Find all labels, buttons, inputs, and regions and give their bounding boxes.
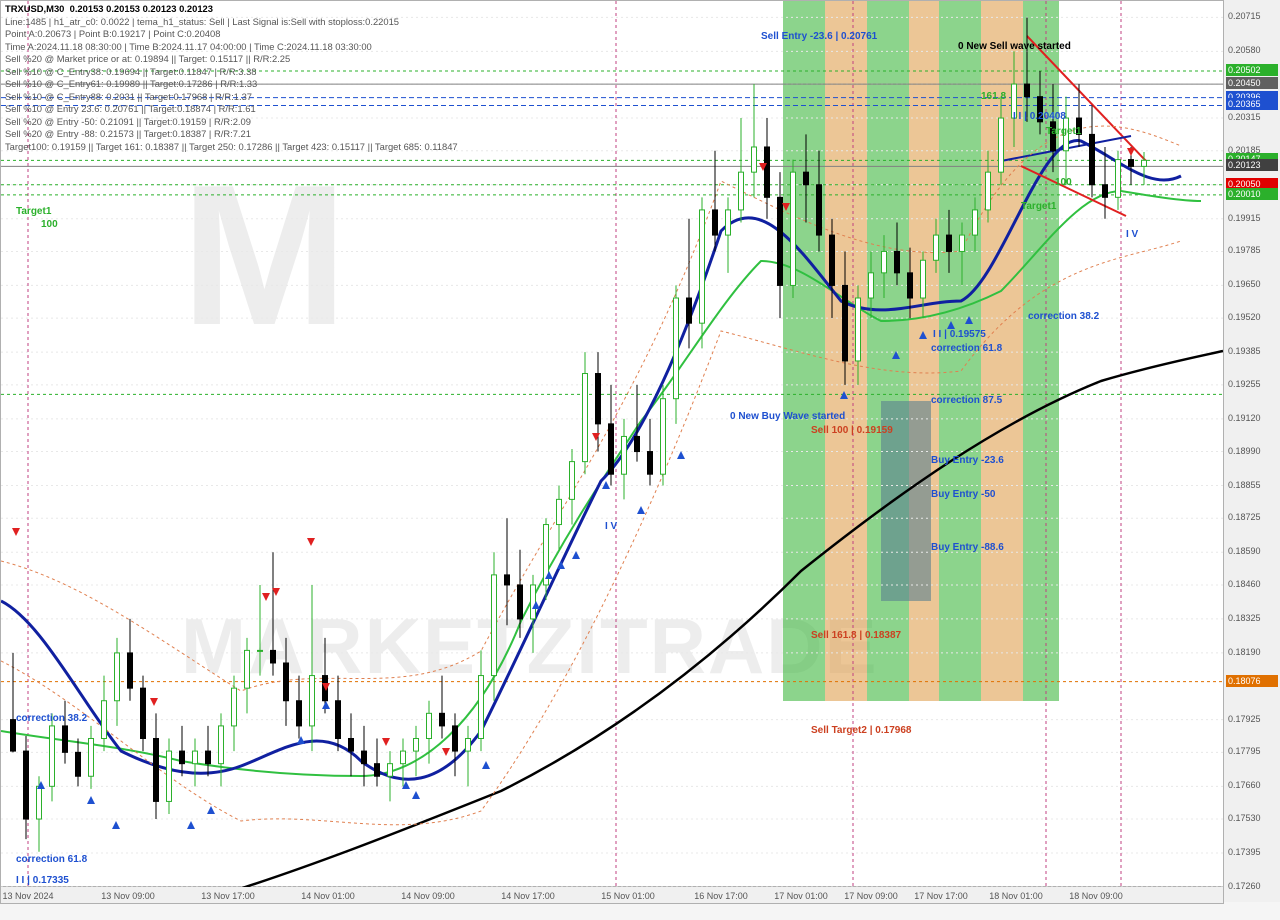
y-tick: 0.17395 — [1228, 847, 1261, 857]
chart-label: Buy Entry -88.6 — [931, 542, 1004, 553]
x-axis: 13 Nov 2024 13 Nov 09:00 13 Nov 17:00 14 No… — [1, 886, 1223, 903]
info-line: Sell %20 @ Entry -50: 0.21091 || Target:… — [5, 116, 458, 129]
chart-label: 100 — [1055, 177, 1072, 188]
y-tick: 0.20315 — [1228, 112, 1261, 122]
x-tick: 18 Nov 09:00 — [1069, 891, 1123, 901]
x-tick: 13 Nov 17:00 — [201, 891, 255, 901]
info-line: Sell %20 @ Entry -88: 0.21573 || Target:… — [5, 128, 458, 141]
y-tick-highlight: 0.20010 — [1226, 188, 1278, 200]
chart-label: correction 38.2 — [1028, 311, 1099, 322]
chart-label: I I | 0.19575 — [933, 329, 986, 340]
chart-label: 0 New Buy Wave started — [730, 411, 845, 422]
x-tick: 18 Nov 01:00 — [989, 891, 1043, 901]
y-tick: 0.19650 — [1228, 279, 1261, 289]
y-tick: 0.18725 — [1228, 512, 1261, 522]
x-tick: 13 Nov 2024 — [2, 891, 53, 901]
y-tick: 0.18590 — [1228, 546, 1261, 556]
y-tick: 0.19915 — [1228, 213, 1261, 223]
y-tick-highlight: 0.20502 — [1226, 64, 1278, 76]
y-tick: 0.20715 — [1228, 11, 1261, 21]
x-tick: 17 Nov 17:00 — [914, 891, 968, 901]
x-tick: 17 Nov 01:00 — [774, 891, 828, 901]
chart-label: Sell 100 | 0.19159 — [811, 425, 893, 436]
info-line: Target100: 0.19159 || Target 161: 0.1838… — [5, 141, 458, 154]
chart-label: correction 38.2 — [16, 713, 87, 724]
info-line: Time A:2024.11.18 08:30:00 | Time B:2024… — [5, 41, 458, 54]
x-tick: 15 Nov 01:00 — [601, 891, 655, 901]
info-line: Sell %10 @ C_Entry61: 0.19989 || Target:… — [5, 78, 458, 91]
chart-label: Sell 161.8 | 0.18387 — [811, 630, 901, 641]
y-tick: 0.18460 — [1228, 579, 1261, 589]
y-axis: 0.207150.205800.204500.203150.201850.200… — [1223, 0, 1280, 902]
info-line: Sell %10 @ C_Entry38: 0.19694 || Target:… — [5, 66, 458, 79]
chart-label: I I | 0.20408 — [1013, 111, 1066, 122]
y-tick-highlight: 0.20365 — [1226, 98, 1278, 110]
chart-label: Buy Entry -50 — [931, 489, 995, 500]
info-line: Sell %10 @ C_Entry88: 0.2031 || Target:0… — [5, 91, 458, 104]
y-tick: 0.19785 — [1228, 245, 1261, 255]
y-tick-highlight: 0.18076 — [1226, 675, 1278, 687]
y-tick: 0.18190 — [1228, 647, 1261, 657]
y-tick-highlight: 0.20450 — [1226, 77, 1278, 89]
chart-label: Sell Target2 | 0.17968 — [811, 725, 911, 736]
chart-title: TRXUSD,M30 0.20153 0.20153 0.20123 0.201… — [5, 3, 458, 16]
chart-label: Buy Entry -23.6 — [931, 455, 1004, 466]
chart-label: 100 — [41, 219, 58, 230]
y-tick: 0.19385 — [1228, 346, 1261, 356]
y-tick: 0.17925 — [1228, 714, 1261, 724]
chart-label: Target1 — [16, 206, 51, 217]
chart-label: correction 61.8 — [16, 854, 87, 865]
info-panel: TRXUSD,M30 0.20153 0.20153 0.20123 0.201… — [5, 3, 458, 153]
chart-label: 161.8 — [981, 91, 1006, 102]
y-tick: 0.17260 — [1228, 881, 1261, 891]
chart-label: I I | 0.17335 — [16, 875, 69, 886]
x-tick: 16 Nov 17:00 — [694, 891, 748, 901]
chart-label: correction 61.8 — [931, 343, 1002, 354]
chart-label: Target1 — [1021, 201, 1056, 212]
info-line: Line:1485 | h1_atr_c0: 0.0022 | tema_h1_… — [5, 16, 458, 29]
chart-label: I V — [605, 521, 617, 532]
x-tick: 14 Nov 01:00 — [301, 891, 355, 901]
info-line: Sell %20 @ Market price or at: 0.19894 |… — [5, 53, 458, 66]
info-line: Sell %10 @ Entry 23.6: 0.20761 || Target… — [5, 103, 458, 116]
y-tick: 0.19255 — [1228, 379, 1261, 389]
info-line: Point A:0.20673 | Point B:0.19217 | Poin… — [5, 28, 458, 41]
chart-label: Target1 — [1046, 126, 1081, 137]
y-tick: 0.19520 — [1228, 312, 1261, 322]
chart-label: correction 87.5 — [931, 395, 1002, 406]
x-tick: 17 Nov 09:00 — [844, 891, 898, 901]
y-tick: 0.18325 — [1228, 613, 1261, 623]
x-tick: 14 Nov 09:00 — [401, 891, 455, 901]
chart-label: 0 New Sell wave started — [958, 41, 1071, 52]
x-tick: 14 Nov 17:00 — [501, 891, 555, 901]
y-tick-highlight: 0.20123 — [1226, 159, 1278, 171]
y-tick: 0.19120 — [1228, 413, 1261, 423]
y-tick: 0.17660 — [1228, 780, 1261, 790]
y-tick: 0.20580 — [1228, 45, 1261, 55]
y-tick: 0.17795 — [1228, 746, 1261, 756]
y-tick: 0.18855 — [1228, 480, 1261, 490]
chart-label: Sell Entry -23.6 | 0.20761 — [761, 31, 877, 42]
x-tick: 13 Nov 09:00 — [101, 891, 155, 901]
y-tick: 0.17530 — [1228, 813, 1261, 823]
chart-plot-area[interactable]: M MARKETZITRADE Target1100correction 38.… — [0, 0, 1224, 904]
y-tick: 0.18990 — [1228, 446, 1261, 456]
chart-label: I V — [1126, 229, 1138, 240]
